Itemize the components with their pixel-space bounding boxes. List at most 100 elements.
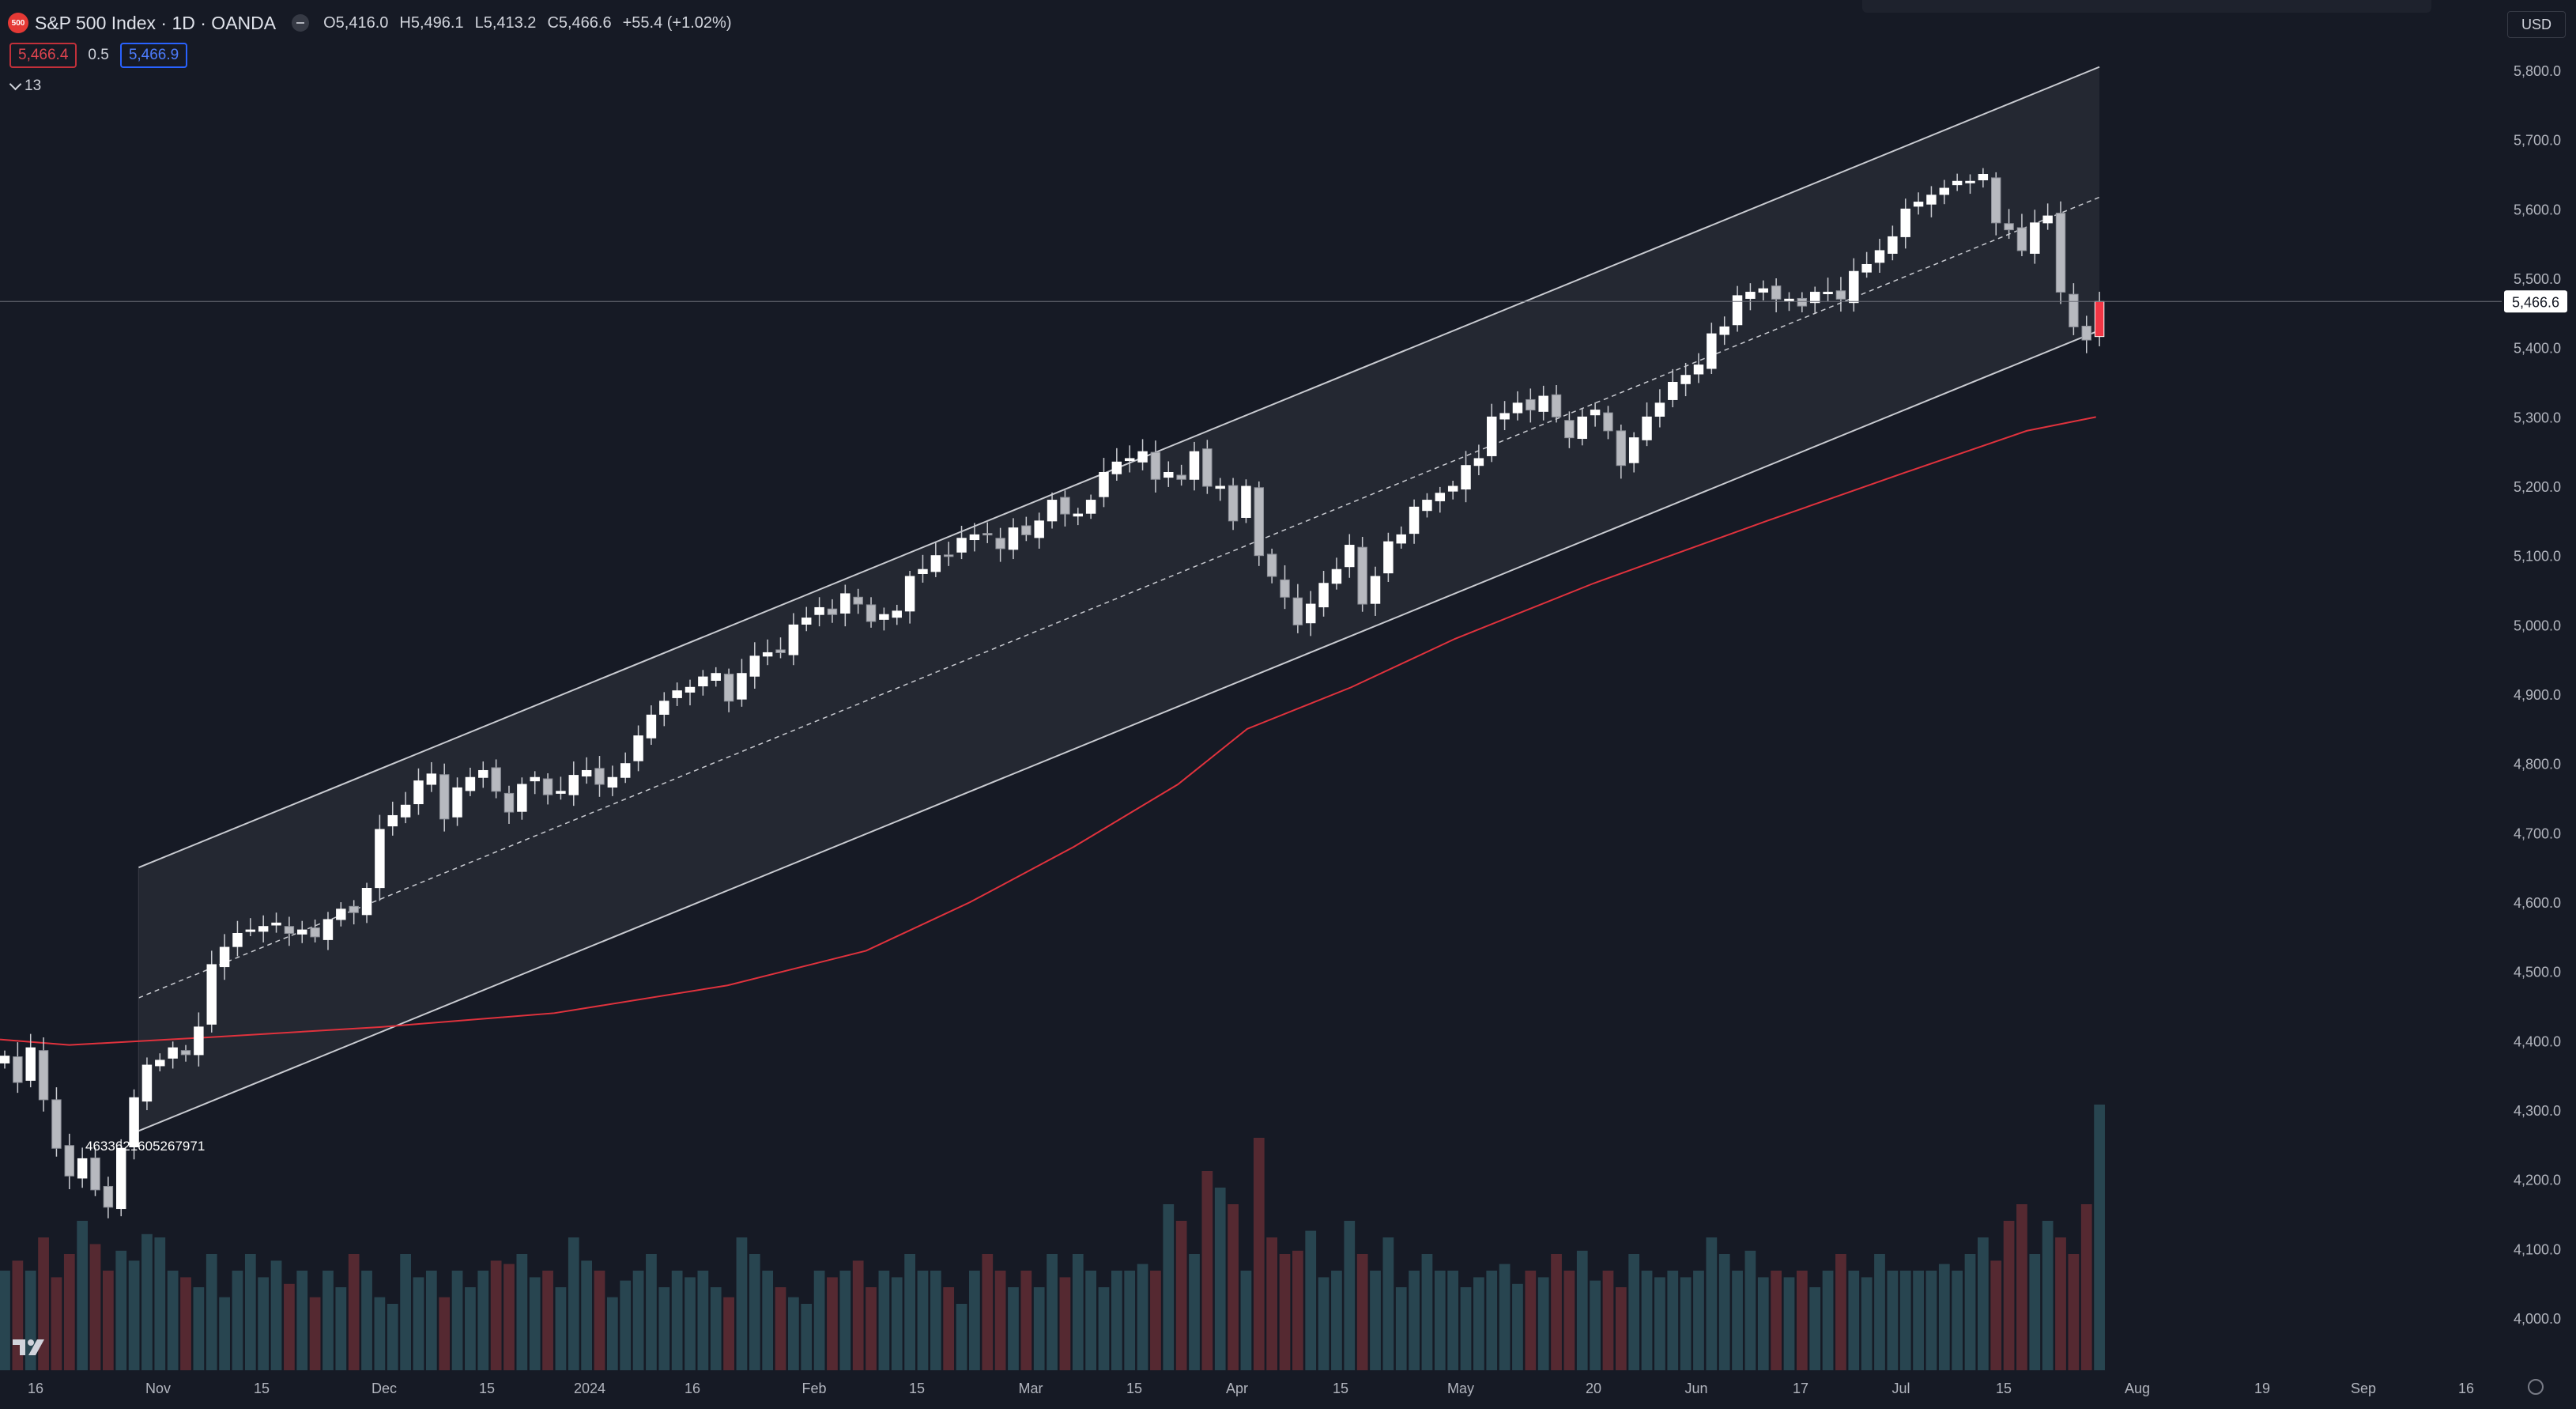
y-tick-label: 5,700.0: [2514, 133, 2561, 149]
volume-bar: [1085, 1271, 1096, 1370]
chart-settings-gear-icon[interactable]: [2528, 1379, 2544, 1395]
volume-bar: [1602, 1271, 1614, 1370]
candle-body: [1487, 416, 1497, 456]
drawing-toolbar[interactable]: [1862, 0, 2431, 13]
currency-button[interactable]: USD: [2507, 11, 2566, 38]
volume-bar: [425, 1271, 437, 1370]
last-price-badge: [2504, 290, 2567, 313]
candle-body: [711, 673, 721, 681]
x-tick-label: 16: [28, 1381, 43, 1396]
volume-bar: [1292, 1250, 1303, 1370]
volume-bar: [1977, 1237, 1989, 1370]
candle-body: [904, 576, 915, 612]
volume-bar: [490, 1260, 502, 1370]
candle-body: [361, 888, 372, 916]
volume-bar: [1680, 1277, 1692, 1370]
x-tick-label: 15: [479, 1381, 495, 1396]
candle-body: [336, 908, 346, 920]
candle-body: [1254, 487, 1265, 557]
candle-body: [659, 701, 669, 715]
volume-bar: [1150, 1271, 1161, 1370]
x-tick-label: May: [1447, 1381, 1474, 1396]
candle-body: [1900, 208, 1910, 237]
volume-bar: [1047, 1254, 1058, 1370]
market-status-icon[interactable]: [292, 14, 310, 32]
volume-bar: [1240, 1271, 1252, 1370]
volume-bar: [1175, 1221, 1187, 1370]
volume-bar: [1913, 1271, 1924, 1370]
candle-body: [775, 649, 786, 653]
candle-body: [155, 1060, 165, 1067]
candle-body: [918, 569, 928, 574]
channel-lower-line: [138, 329, 2100, 1132]
volume-bar: [1563, 1271, 1575, 1370]
spread-value: 0.5: [88, 47, 109, 63]
candle-body: [853, 596, 863, 605]
x-tick-label: Mar: [1019, 1381, 1043, 1396]
volume-bar: [1512, 1283, 1523, 1370]
volume-bar: [1499, 1264, 1511, 1370]
volume-bar: [361, 1271, 372, 1370]
candle-body: [2069, 293, 2079, 327]
indicators-toggle[interactable]: 13: [9, 77, 41, 95]
volume-bar: [1783, 1277, 1795, 1370]
candle-body: [103, 1185, 114, 1208]
price-axis[interactable]: 5,800.0 5,700.0 5,600.0 5,500.0 5,400.0 5,300…: [2504, 63, 2567, 1327]
candle-body: [1137, 451, 1148, 463]
volume-bar: [606, 1297, 618, 1370]
candle-body: [1874, 250, 1885, 263]
volume-bar: [736, 1237, 748, 1370]
time-axis[interactable]: 16 Nov 15 Dec 15 2024 16 Feb 15 Mar 15 Apr 15 May 20 Ju…: [28, 1381, 2474, 1396]
candle-body: [129, 1097, 139, 1148]
volume-bar: [2003, 1221, 2015, 1370]
candle-body: [672, 690, 682, 698]
candle-body: [245, 929, 256, 932]
volume-bar: [1163, 1204, 1175, 1370]
tradingview-logo-icon[interactable]: [11, 1336, 54, 1358]
candle-body: [206, 964, 217, 1025]
volume-bar: [167, 1271, 179, 1370]
sell-button[interactable]: 5,466.4: [9, 43, 77, 68]
volume-bar: [465, 1287, 476, 1370]
volume-bar: [1537, 1277, 1549, 1370]
y-tick-label: 5,800.0: [2514, 63, 2561, 79]
volume-bar: [2094, 1105, 2105, 1370]
candle-body: [1913, 202, 1924, 207]
volume-bar: [1395, 1287, 1407, 1370]
candle-body: [116, 1147, 126, 1210]
regression-channel[interactable]: [138, 66, 2100, 1132]
candle-body: [38, 1050, 49, 1101]
volume-bar: [154, 1237, 166, 1370]
x-tick-label: 19: [2254, 1381, 2270, 1396]
candle-body: [1422, 500, 1432, 512]
candle-body: [1668, 382, 1678, 400]
candle-body: [1745, 292, 1756, 299]
candle-body: [1164, 471, 1174, 478]
candle-body: [180, 1050, 191, 1056]
volume-bar: [1318, 1277, 1329, 1370]
candle-body: [1202, 448, 1213, 487]
candle-body: [426, 773, 437, 785]
volume-bar: [891, 1277, 903, 1370]
candle-body: [1823, 292, 1833, 295]
buy-button[interactable]: 5,466.9: [119, 43, 188, 68]
volume-bar: [1111, 1271, 1122, 1370]
volume-bar: [710, 1287, 722, 1370]
volume-bar: [1253, 1138, 1265, 1370]
symbol-title[interactable]: S&P 500 Index · 1D · OANDA: [35, 12, 277, 33]
candle-body: [465, 776, 476, 791]
volume-bar: [1628, 1254, 1640, 1370]
chevron-down-icon: [9, 77, 22, 91]
volume-bar: [2068, 1254, 2080, 1370]
candle-body: [517, 784, 527, 812]
candle-body: [1280, 579, 1290, 598]
y-tick-label: 5,000.0: [2514, 618, 2561, 633]
volume-bar: [1964, 1254, 1976, 1370]
x-tick-label: 2024: [574, 1381, 605, 1396]
volume-bar: [516, 1254, 528, 1370]
volume-bar: [1874, 1254, 1885, 1370]
high-value: H5,496.1: [399, 13, 464, 32]
volume-bar: [1228, 1204, 1239, 1370]
change-value: +55.4 (+1.02%): [622, 13, 732, 32]
